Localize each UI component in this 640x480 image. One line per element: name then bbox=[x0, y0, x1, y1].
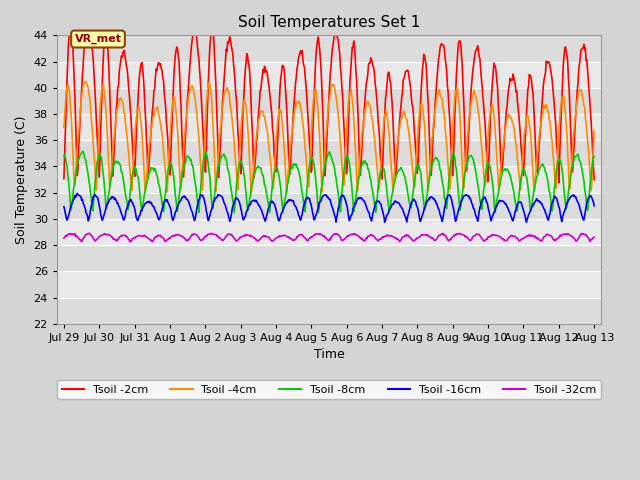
Tsoil -32cm bbox=[124, 236, 132, 241]
Tsoil -16cm bbox=[394, 200, 402, 205]
Bar bbox=[57, 88, 601, 114]
Tsoil -32cm bbox=[60, 235, 68, 241]
Line: Tsoil -8cm: Tsoil -8cm bbox=[64, 151, 594, 213]
Tsoil -8cm bbox=[60, 153, 68, 158]
Tsoil -16cm bbox=[70, 197, 77, 203]
Bar bbox=[57, 271, 601, 298]
Tsoil -8cm bbox=[70, 186, 77, 192]
Tsoil -32cm bbox=[179, 234, 186, 240]
Tsoil -2cm bbox=[555, 180, 563, 186]
Tsoil -4cm bbox=[207, 86, 214, 92]
Line: Tsoil -4cm: Tsoil -4cm bbox=[64, 82, 594, 192]
Tsoil -4cm bbox=[410, 185, 418, 191]
Tsoil -2cm bbox=[590, 177, 598, 182]
Tsoil -4cm bbox=[82, 79, 90, 84]
Bar bbox=[57, 140, 601, 167]
Tsoil -2cm bbox=[410, 113, 417, 119]
Bar bbox=[57, 114, 601, 140]
Tsoil -8cm bbox=[79, 148, 87, 154]
Tsoil -8cm bbox=[590, 154, 598, 159]
Tsoil -8cm bbox=[179, 169, 186, 175]
Tsoil -32cm bbox=[410, 238, 418, 243]
Tsoil -4cm bbox=[590, 128, 598, 134]
Tsoil -4cm bbox=[248, 190, 255, 195]
Tsoil -2cm bbox=[179, 151, 186, 157]
Tsoil -32cm bbox=[207, 230, 215, 236]
Bar bbox=[57, 298, 601, 324]
Tsoil -32cm bbox=[590, 234, 598, 240]
Text: VR_met: VR_met bbox=[74, 34, 122, 44]
Tsoil -2cm bbox=[70, 60, 77, 65]
Bar bbox=[57, 36, 601, 61]
Tsoil -16cm bbox=[74, 191, 81, 196]
Tsoil -16cm bbox=[207, 209, 214, 215]
Tsoil -32cm bbox=[395, 237, 403, 243]
Tsoil -4cm bbox=[125, 152, 132, 157]
Tsoil -2cm bbox=[125, 87, 132, 93]
Tsoil -8cm bbox=[395, 167, 403, 173]
Bar bbox=[57, 61, 601, 88]
Legend: Tsoil -2cm, Tsoil -4cm, Tsoil -8cm, Tsoil -16cm, Tsoil -32cm: Tsoil -2cm, Tsoil -4cm, Tsoil -8cm, Tsoi… bbox=[58, 380, 601, 399]
Tsoil -8cm bbox=[207, 188, 214, 193]
Tsoil -2cm bbox=[207, 35, 214, 41]
Tsoil -32cm bbox=[207, 231, 214, 237]
Tsoil -16cm bbox=[60, 204, 68, 210]
Title: Soil Temperatures Set 1: Soil Temperatures Set 1 bbox=[238, 15, 420, 30]
Tsoil -4cm bbox=[395, 131, 403, 136]
Tsoil -16cm bbox=[410, 196, 417, 202]
X-axis label: Time: Time bbox=[314, 348, 344, 361]
Bar bbox=[57, 245, 601, 271]
Tsoil -4cm bbox=[60, 125, 68, 131]
Line: Tsoil -16cm: Tsoil -16cm bbox=[64, 193, 594, 222]
Tsoil -16cm bbox=[125, 200, 132, 205]
Tsoil -4cm bbox=[179, 161, 186, 167]
Tsoil -8cm bbox=[314, 210, 322, 216]
Bar bbox=[57, 192, 601, 219]
Y-axis label: Soil Temperature (C): Soil Temperature (C) bbox=[15, 115, 28, 244]
Tsoil -2cm bbox=[85, 19, 93, 25]
Tsoil -32cm bbox=[127, 239, 134, 245]
Tsoil -16cm bbox=[522, 219, 530, 225]
Bar bbox=[57, 219, 601, 245]
Line: Tsoil -32cm: Tsoil -32cm bbox=[64, 233, 594, 242]
Tsoil -16cm bbox=[179, 194, 186, 200]
Tsoil -8cm bbox=[125, 204, 132, 210]
Bar bbox=[57, 167, 601, 192]
Tsoil -2cm bbox=[394, 139, 402, 144]
Tsoil -2cm bbox=[60, 176, 68, 181]
Line: Tsoil -2cm: Tsoil -2cm bbox=[64, 22, 594, 183]
Tsoil -8cm bbox=[410, 179, 418, 184]
Tsoil -32cm bbox=[70, 231, 77, 237]
Tsoil -16cm bbox=[590, 203, 598, 209]
Tsoil -4cm bbox=[70, 166, 77, 172]
